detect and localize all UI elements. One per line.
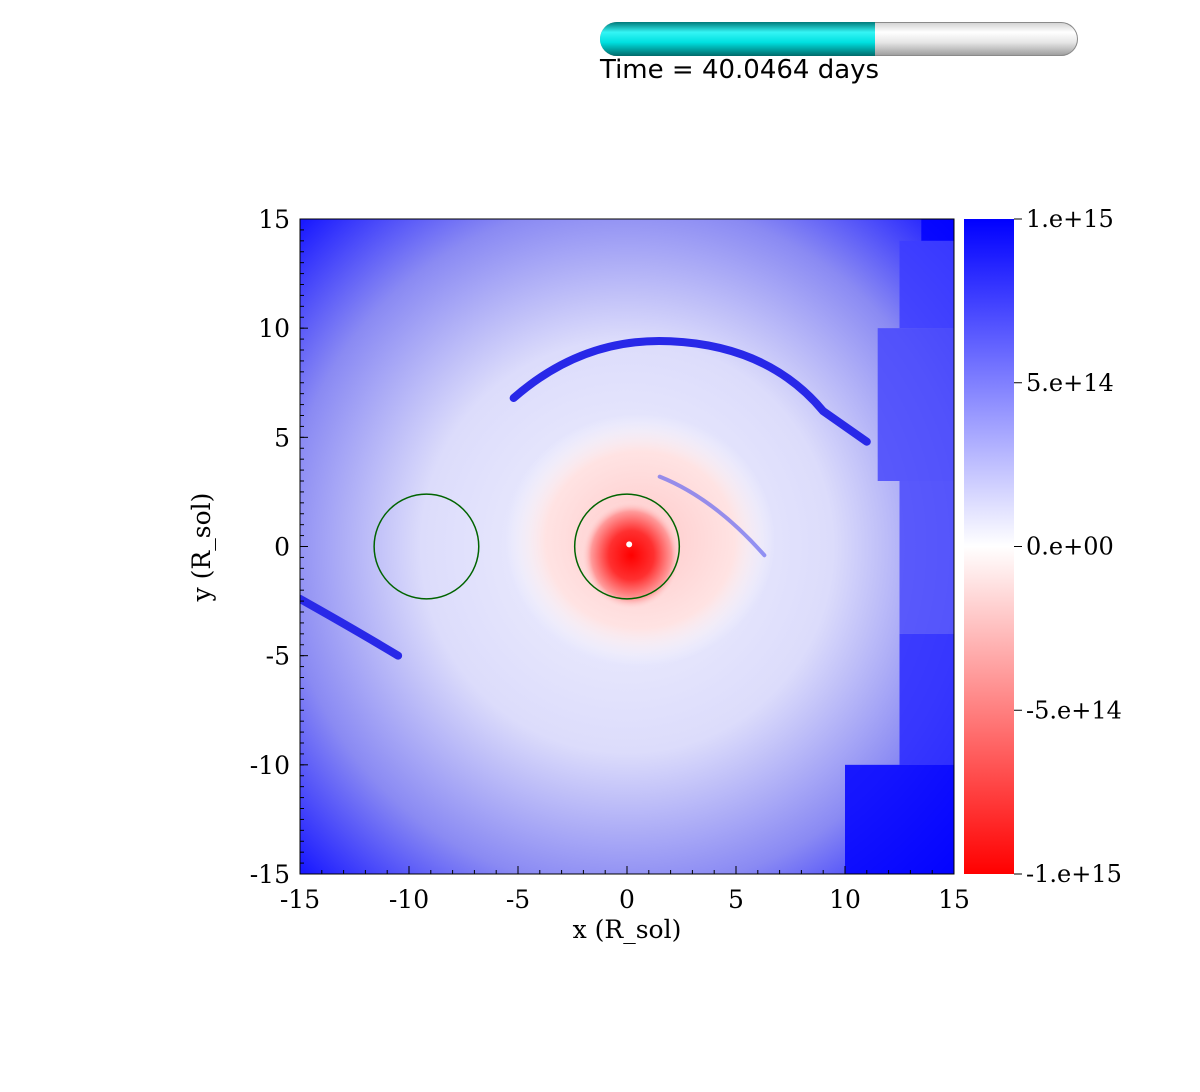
colorbar-tick-label: -1.e+15: [1026, 860, 1122, 888]
time-progress-bar: [600, 22, 1078, 56]
colorbar-tick-label: 5.e+14: [1026, 369, 1114, 397]
overlay-circle: [373, 493, 480, 600]
colorbar-ticks: 1.e+15 5.e+14 0.e+00 -5.e+14 -1.e+15: [1014, 205, 1122, 888]
y-tick-label: -5: [266, 642, 290, 671]
x-axis: -15 -10 -5 0 5 10 15: [280, 866, 970, 914]
x-tick-label: -10: [389, 885, 429, 914]
coarse-block: [921, 219, 954, 241]
x-tick-label: 5: [728, 885, 744, 914]
y-tick-label: -15: [250, 860, 290, 889]
coarse-block: [877, 328, 954, 481]
heatmap-field: [300, 219, 954, 874]
y-axis: -15 -10 -5 0 5 10 15: [250, 205, 308, 889]
coarse-block: [899, 240, 954, 329]
x-tick-label: 0: [619, 885, 635, 914]
coarse-block: [899, 633, 954, 765]
spiral-arm-lower-left: [300, 594, 403, 660]
overlay-circle: [573, 493, 681, 600]
time-progress-fill: [600, 22, 875, 56]
spiral-arm-upper: [509, 336, 871, 446]
overlay-circles: [373, 493, 681, 600]
x-tick-label: -5: [506, 885, 530, 914]
negative-core: [581, 500, 682, 610]
spiral-arm-inner: [657, 474, 767, 558]
x-tick-label: 10: [829, 885, 861, 914]
y-tick-label: -10: [250, 751, 290, 780]
coarse-block: [845, 764, 954, 874]
coarse-grid-blocks: [845, 219, 954, 874]
colorbar-tick-label: 0.e+00: [1026, 533, 1114, 561]
colorbar-tick-label: 1.e+15: [1026, 205, 1114, 233]
x-tick-label: 15: [938, 885, 970, 914]
colorbar: [964, 219, 1014, 874]
coarse-block: [899, 481, 954, 634]
core-point: [626, 541, 633, 548]
colorbar-tick-label: -5.e+14: [1026, 696, 1122, 724]
y-tick-label: 5: [274, 423, 290, 452]
time-label: Time = 40.0464 days: [600, 55, 880, 85]
y-tick-label: 0: [274, 533, 290, 562]
y-tick-label: 10: [258, 314, 290, 343]
x-axis-label: x (R_sol): [573, 915, 682, 944]
x-tick-label: -15: [280, 885, 320, 914]
y-axis-label: y (R_sol): [187, 493, 216, 603]
y-tick-label: 15: [258, 205, 290, 234]
